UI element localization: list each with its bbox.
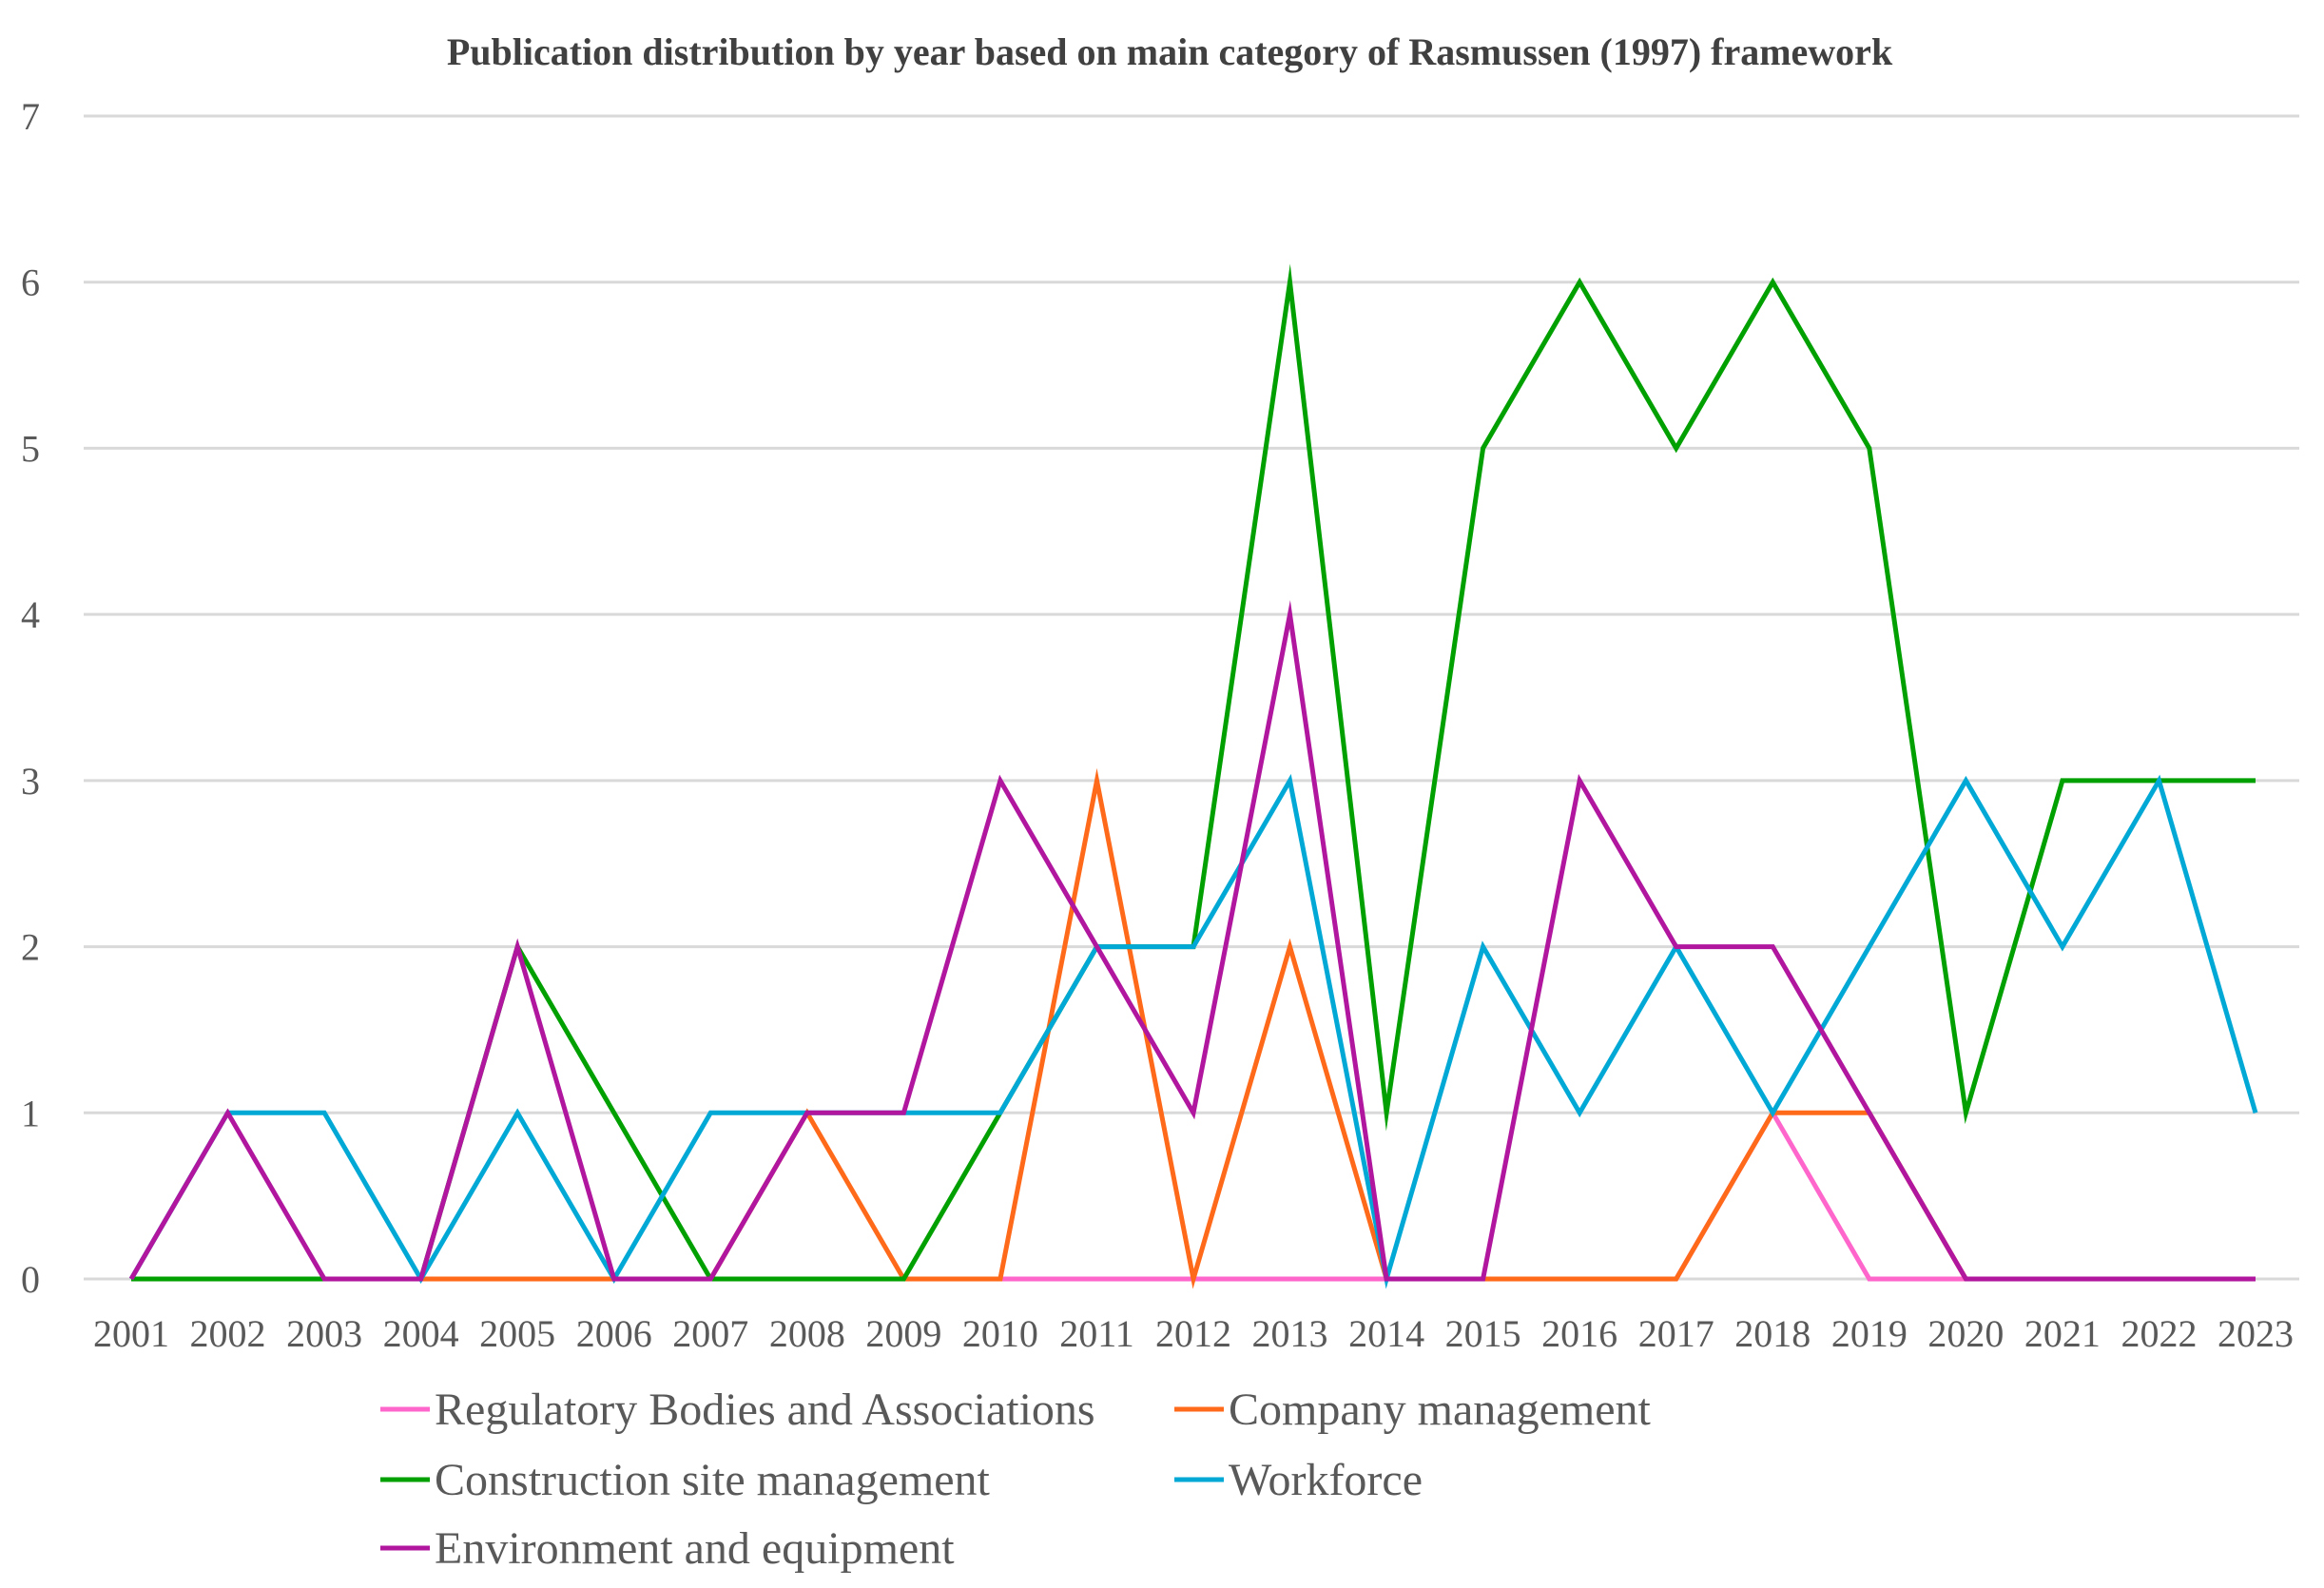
x-tick-label: 2018 [1734,1312,1811,1355]
y-tick-label: 4 [21,593,40,636]
x-tick-label: 2011 [1059,1312,1134,1355]
x-tick-label: 2009 [865,1312,941,1355]
chart-title: Publication distribution by year based o… [447,30,1893,73]
y-axis-ticks: 0 1 2 3 4 5 6 7 [21,95,40,1301]
legend-item: Company management [1174,1385,1652,1435]
x-tick-label: 2020 [1927,1312,2004,1355]
x-tick-label: 2003 [286,1312,362,1355]
x-tick-label: 2017 [1638,1312,1714,1355]
legend-label: Regulatory Bodies and Associations [435,1385,1095,1435]
x-tick-label: 2006 [576,1312,652,1355]
x-tick-label: 2019 [1831,1312,1908,1355]
x-axis-ticks: 2001 2002 2003 2004 2005 2006 2007 2008 2009 2010… [93,1312,2294,1355]
series-line-1 [131,1108,2256,1282]
x-tick-label: 2005 [479,1312,555,1355]
series-line-2 [131,767,2256,1289]
x-tick-label: 2008 [769,1312,845,1355]
x-tick-label: 2001 [93,1312,169,1355]
legend-item: Construction site management [380,1455,991,1505]
y-tick-label: 2 [21,926,40,969]
legend-label: Workforce [1229,1455,1423,1505]
x-tick-label: 2004 [383,1312,459,1355]
legend-item: Workforce [1174,1455,1423,1505]
y-tick-label: 0 [21,1258,40,1301]
legend-item: Environment and equipment [380,1523,955,1574]
series-lines [128,263,2258,1289]
x-tick-label: 2022 [2121,1312,2197,1355]
y-tick-label: 6 [21,261,40,304]
x-tick-label: 2007 [672,1312,748,1355]
series-line-4 [128,773,2258,1289]
y-tick-label: 5 [21,427,40,470]
series-line-5 [128,600,2256,1282]
x-tick-label: 2015 [1445,1312,1521,1355]
legend: Regulatory Bodies and Associations Compan… [380,1385,1652,1574]
x-tick-label: 2010 [962,1312,1038,1355]
x-tick-label: 2016 [1541,1312,1617,1355]
legend-label: Environment and equipment [435,1523,955,1574]
x-tick-label: 2023 [2217,1312,2294,1355]
x-tick-label: 2021 [2024,1312,2101,1355]
y-tick-label: 7 [21,95,40,138]
y-tick-label: 3 [21,760,40,803]
x-tick-label: 2012 [1155,1312,1231,1355]
y-tick-label: 1 [21,1092,40,1134]
x-tick-label: 2013 [1252,1312,1328,1355]
legend-label: Company management [1229,1385,1652,1435]
x-tick-label: 2014 [1348,1312,1424,1355]
legend-label: Construction site management [435,1455,991,1505]
legend-item: Regulatory Bodies and Associations [380,1385,1095,1435]
x-tick-label: 2002 [190,1312,266,1355]
